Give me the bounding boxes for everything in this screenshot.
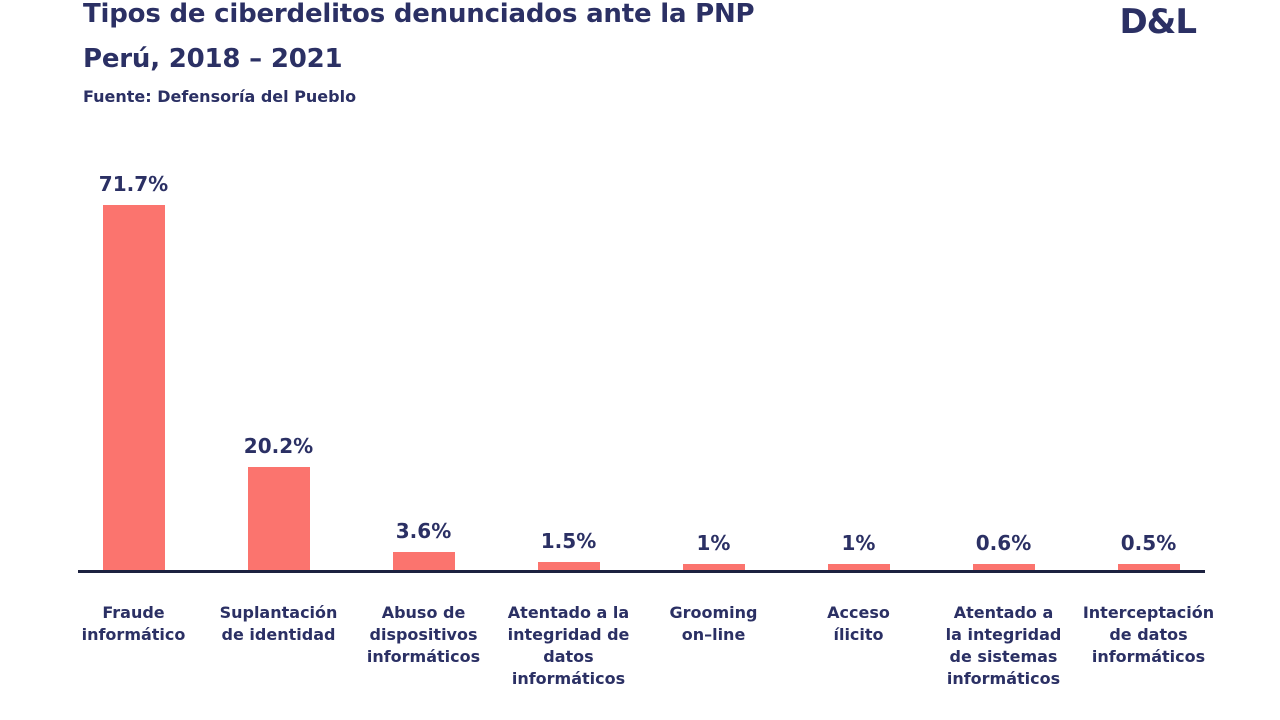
category-label-line: informáticos bbox=[511, 669, 626, 688]
bar-value-label: 0.6% bbox=[975, 531, 1032, 555]
category-label-line: informáticos bbox=[946, 669, 1061, 688]
bar bbox=[247, 467, 310, 570]
bar-column: 1% bbox=[641, 533, 786, 570]
category-labels-row: Fraude informático Suplantación de identida… bbox=[61, 602, 1221, 690]
category-label: Grooming on–line bbox=[641, 602, 786, 646]
bar-column: 20.2% bbox=[206, 436, 351, 570]
bar bbox=[102, 205, 165, 570]
category-label-line: de datos bbox=[1109, 625, 1188, 644]
bar-value-label: 20.2% bbox=[243, 434, 314, 458]
bar bbox=[682, 564, 745, 570]
category-label-line: informático bbox=[81, 625, 186, 644]
bar bbox=[537, 562, 600, 570]
x-axis-line bbox=[78, 570, 1205, 573]
category-label-line: dispositivos bbox=[369, 625, 478, 644]
bar bbox=[1117, 564, 1180, 570]
bar bbox=[972, 564, 1035, 570]
bar-value-label: 3.6% bbox=[395, 519, 452, 543]
bar-column: 1.5% bbox=[496, 531, 641, 570]
bar-column: 71.7% bbox=[61, 174, 206, 570]
category-label-line: Atentado a bbox=[953, 603, 1054, 622]
bar-value-label: 0.5% bbox=[1120, 531, 1177, 555]
category-label-line: informáticos bbox=[366, 647, 481, 666]
category-label: Suplantación de identidad bbox=[206, 602, 351, 646]
category-label-line: Acceso bbox=[827, 603, 890, 622]
chart-subtitle: Perú, 2018 – 2021 bbox=[83, 44, 343, 74]
bar-column: 0.6% bbox=[931, 533, 1076, 570]
category-label-line: Interceptación bbox=[1082, 603, 1215, 622]
bar-column: 0.5% bbox=[1076, 533, 1221, 570]
category-label-line: Grooming bbox=[669, 603, 758, 622]
category-label-line: de identidad bbox=[221, 625, 336, 644]
category-label-line: ílicito bbox=[833, 625, 884, 644]
category-label-line: Suplantación bbox=[219, 603, 338, 622]
bar bbox=[392, 552, 455, 570]
category-label-line: Atentado a la bbox=[507, 603, 630, 622]
bars-area: 71.7% 20.2% 3.6% 1.5% 1% 1% 0.6% 0.5% bbox=[61, 0, 1221, 570]
bar-value-label: 1% bbox=[696, 531, 731, 555]
category-label: Fraude informático bbox=[61, 602, 206, 646]
bar-value-label: 1.5% bbox=[540, 529, 597, 553]
category-label-line: de sistemas bbox=[949, 647, 1058, 666]
category-label: Atentado a la integridad de sistemas inform… bbox=[931, 602, 1076, 690]
bar-column: 3.6% bbox=[351, 521, 496, 570]
bar bbox=[827, 564, 890, 570]
bar-value-label: 1% bbox=[841, 531, 876, 555]
category-label-line: Abuso de bbox=[381, 603, 466, 622]
category-label-line: informáticos bbox=[1091, 647, 1206, 666]
bar-column: 1% bbox=[786, 533, 931, 570]
dl-logo: D&L bbox=[1119, 2, 1197, 42]
chart-source: Fuente: Defensoría del Pueblo bbox=[83, 87, 357, 106]
category-label-line: integridad de bbox=[507, 625, 630, 644]
category-label: Interceptación de datos informáticos bbox=[1076, 602, 1221, 668]
category-label-line: on–line bbox=[681, 625, 746, 644]
category-label: Abuso de dispositivos informáticos bbox=[351, 602, 496, 668]
category-label: Atentado a la integridad de datos informáti… bbox=[496, 602, 641, 690]
bar-value-label: 71.7% bbox=[98, 172, 169, 196]
category-label-line: datos bbox=[543, 647, 594, 666]
chart-header: Tipos de ciberdelitos denunciados ante l… bbox=[83, 0, 755, 106]
category-label-line: Fraude bbox=[102, 603, 165, 622]
chart-title: Tipos de ciberdelitos denunciados ante l… bbox=[83, 0, 755, 29]
category-label-line: la integridad bbox=[945, 625, 1062, 644]
category-label: Acceso ílicito bbox=[786, 602, 931, 646]
